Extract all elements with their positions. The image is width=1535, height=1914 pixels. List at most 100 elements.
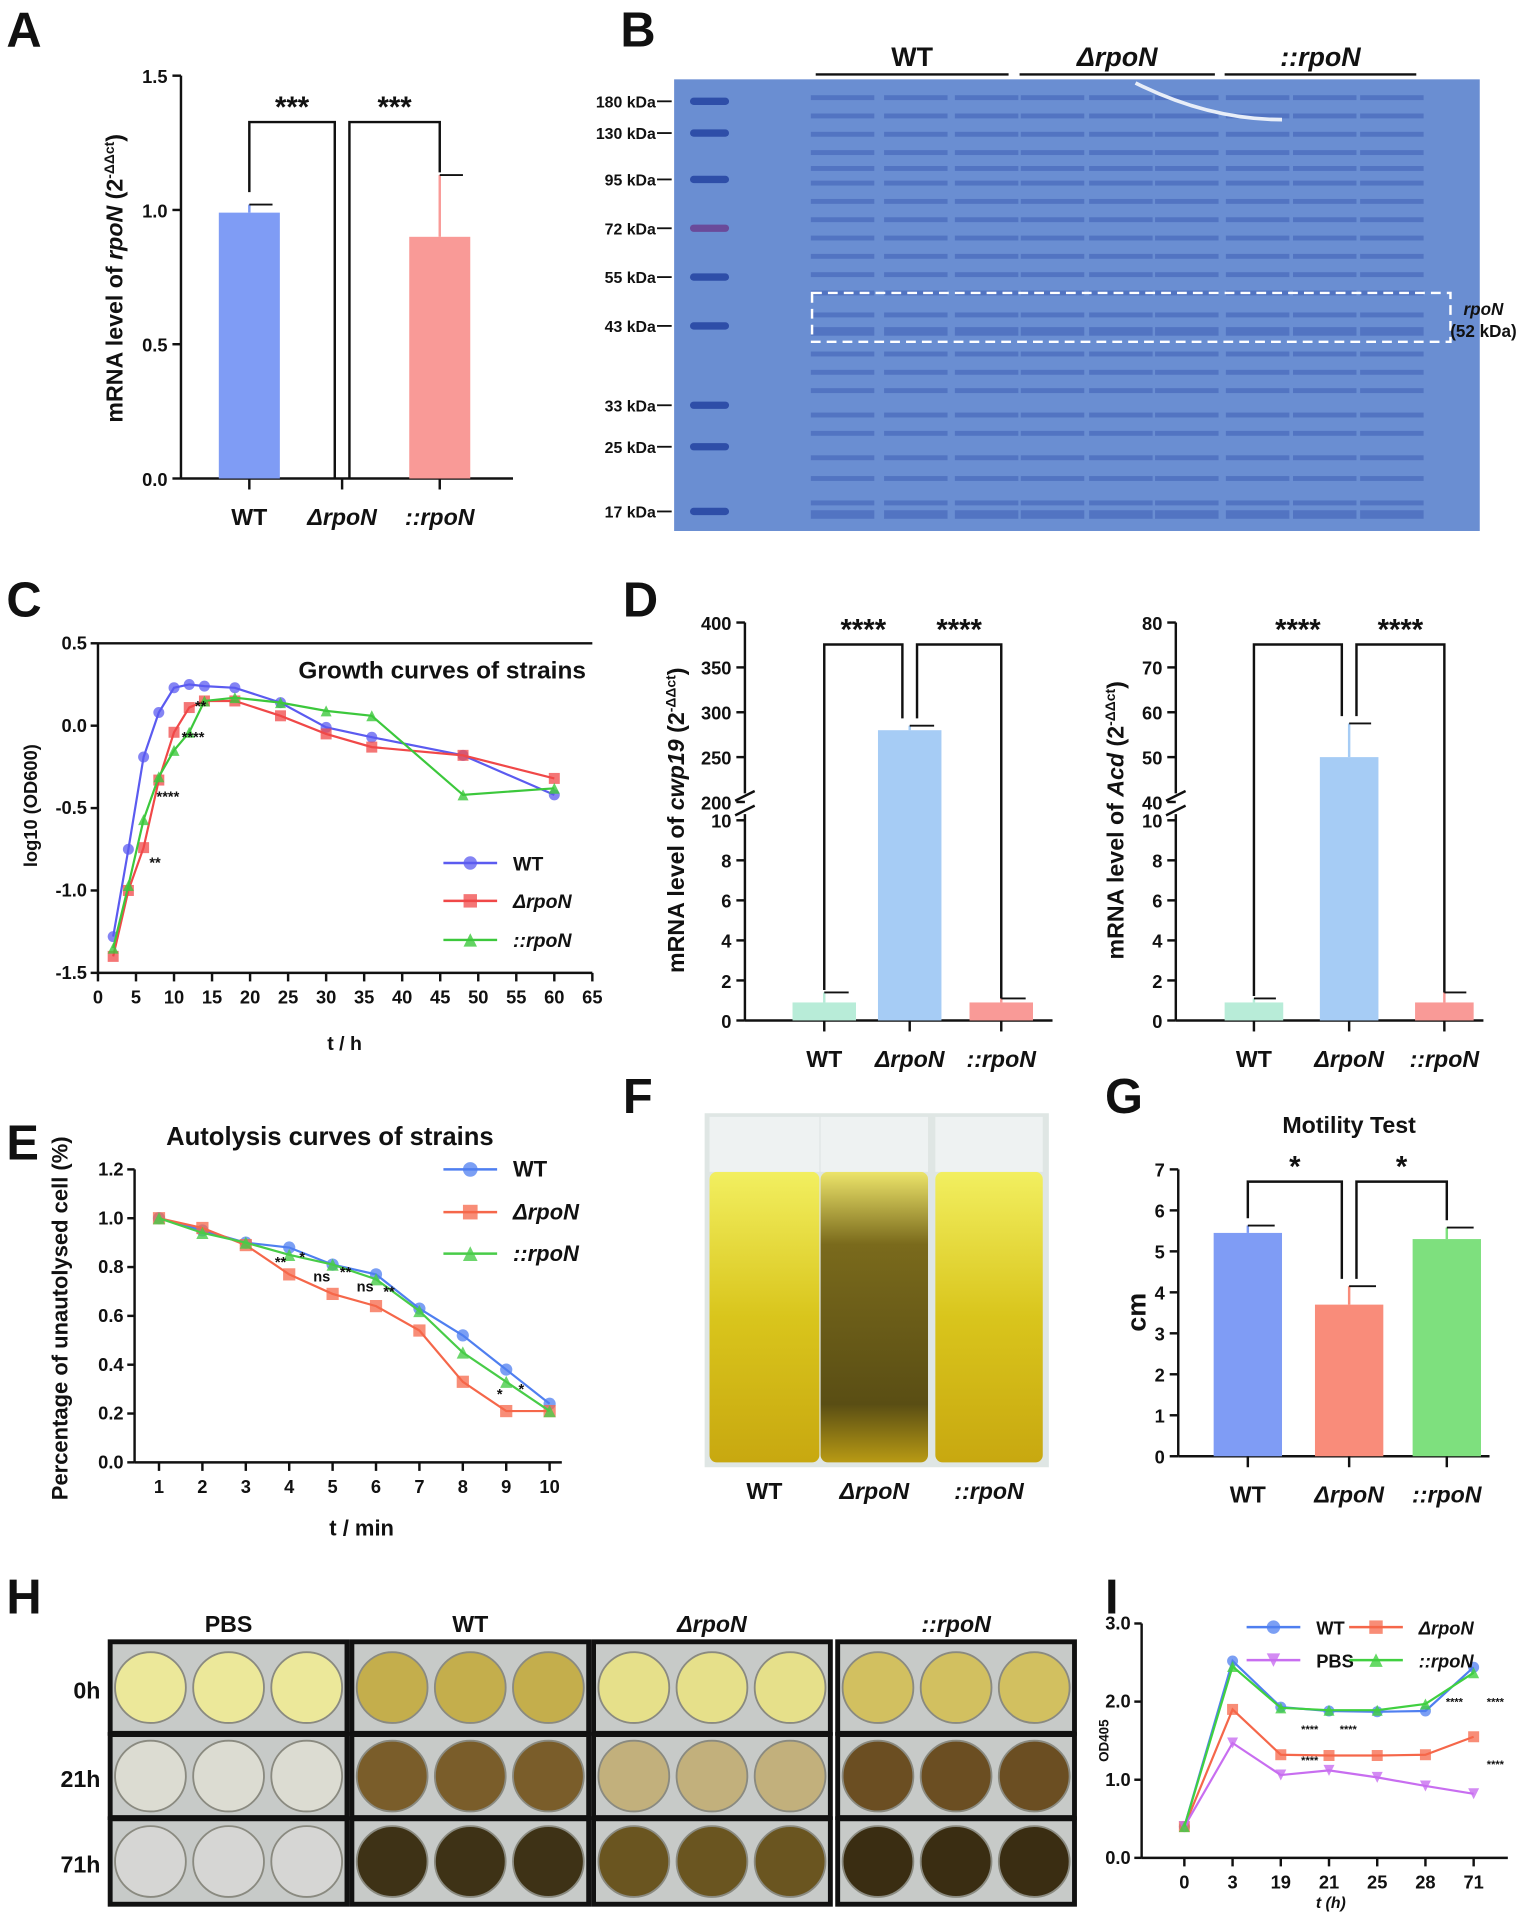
marker-label: 72 kDa xyxy=(605,221,656,238)
y-label-text: mRNA level of xyxy=(663,810,689,973)
well xyxy=(753,1739,827,1813)
y-tick-label: 3 xyxy=(1155,1324,1165,1345)
protein-band xyxy=(954,235,1019,241)
protein-band xyxy=(884,217,948,223)
panel-label-I: I xyxy=(1105,1571,1119,1625)
protein-band xyxy=(884,388,948,394)
protein-band xyxy=(1360,95,1424,101)
significance-label: **** xyxy=(1446,1697,1464,1709)
protein-band xyxy=(1020,388,1085,394)
protein-band xyxy=(1292,253,1357,259)
band-size-label: (52 kDa) xyxy=(1450,322,1516,341)
protein-band xyxy=(1360,253,1424,259)
x-tick-label: ΔrpoN xyxy=(306,504,378,530)
protein-band xyxy=(1360,327,1424,336)
protein-band xyxy=(1360,113,1424,119)
protein-band xyxy=(1020,95,1085,101)
well xyxy=(355,1739,429,1813)
x-tick-label: ΔrpoN xyxy=(1313,1046,1385,1072)
y-tick-label: 1.2 xyxy=(98,1158,123,1179)
protein-band xyxy=(954,253,1019,259)
protein-band xyxy=(1155,351,1219,357)
marker-square xyxy=(548,772,560,784)
protein-band xyxy=(1020,327,1085,336)
protein-band xyxy=(1089,150,1153,156)
x-tick-label: 60 xyxy=(544,986,564,1007)
y-label-gene: cwp19 xyxy=(663,739,689,810)
protein-band xyxy=(1089,510,1153,519)
protein-band xyxy=(1360,198,1424,204)
protein-band xyxy=(884,369,948,375)
marker-triangle xyxy=(153,771,165,783)
y-axis-label: log10 (OD600) xyxy=(20,744,41,867)
marker-triangle xyxy=(1323,1704,1335,1716)
protein-band xyxy=(884,412,948,418)
series-WT xyxy=(1178,1655,1480,1833)
protein-band xyxy=(884,272,948,278)
marker-square xyxy=(1323,1750,1335,1762)
protein-band xyxy=(810,351,875,357)
marker-square xyxy=(138,842,150,854)
significance-bracket xyxy=(1355,1180,1449,1279)
x-tick-label: 3 xyxy=(241,1476,251,1497)
culture-tube xyxy=(820,1171,929,1463)
protein-band xyxy=(1089,327,1153,336)
well xyxy=(597,1651,671,1724)
protein-band xyxy=(1020,150,1085,156)
well xyxy=(192,1739,265,1813)
well xyxy=(597,1825,671,1898)
y-axis-label: OD405 xyxy=(1097,1719,1112,1762)
protein-band xyxy=(810,476,875,481)
x-tick-label: 3 xyxy=(1227,1871,1237,1892)
well xyxy=(997,1739,1071,1813)
x-tick-label: 19 xyxy=(1271,1871,1291,1892)
protein-band xyxy=(1292,235,1357,241)
protein-band xyxy=(1155,217,1219,223)
significance-label: **** xyxy=(1301,1755,1319,1767)
protein-band xyxy=(1089,272,1153,278)
bar xyxy=(877,730,942,1021)
protein-band xyxy=(884,166,948,171)
marker-label: 25 kDa xyxy=(605,440,656,457)
protein-band xyxy=(1225,272,1290,278)
y-tick-label: -1.5 xyxy=(55,962,87,983)
y-label-text: cm xyxy=(1121,1293,1151,1332)
protein-band xyxy=(1089,476,1153,481)
bar xyxy=(792,1002,856,1021)
y-tick-label: 0.4 xyxy=(98,1354,124,1375)
well xyxy=(192,1651,265,1724)
chart-E: 0.00.20.40.60.81.01.21 2 3 4 5 6 7 8 9 10** *ns **n… xyxy=(47,1123,580,1541)
significance-bracket xyxy=(1246,1180,1344,1279)
y-tick-label: 0 xyxy=(1155,1447,1165,1468)
x-tick-label: WT xyxy=(1236,1046,1272,1072)
protein-band xyxy=(1292,312,1357,318)
protein-band xyxy=(884,131,948,137)
protein-band xyxy=(1155,476,1219,481)
protein-band xyxy=(810,217,875,223)
tube-label: ΔrpoN xyxy=(838,1478,910,1504)
protein-band xyxy=(1360,131,1424,137)
significance-label: *** xyxy=(275,91,310,124)
protein-band xyxy=(810,198,875,204)
legend-label: ::rpoN xyxy=(513,1241,580,1266)
marker-square xyxy=(1227,1703,1239,1715)
protein-band xyxy=(1089,369,1153,375)
x-axis-label: t (h) xyxy=(1316,1895,1346,1912)
significance-label: **** xyxy=(1487,1759,1505,1771)
marker-square xyxy=(1369,1620,1383,1634)
y-label-text: mRNA level of xyxy=(1102,797,1128,960)
protein-band xyxy=(1020,131,1085,137)
bar xyxy=(218,212,280,479)
legend-label: ΔrpoN xyxy=(512,891,573,913)
marker-triangle-down xyxy=(1227,1737,1239,1749)
x-tick-label: 45 xyxy=(430,986,450,1007)
protein-band xyxy=(954,351,1019,357)
well xyxy=(753,1825,827,1898)
plate-column-label: ΔrpoN xyxy=(676,1611,748,1637)
tube-photo: WT ΔrpoN::rpoN xyxy=(704,1113,1049,1504)
legend-label: PBS xyxy=(1316,1650,1354,1671)
protein-band xyxy=(884,476,948,481)
culture-tube xyxy=(709,1171,820,1463)
significance-label: * xyxy=(1396,1151,1408,1184)
